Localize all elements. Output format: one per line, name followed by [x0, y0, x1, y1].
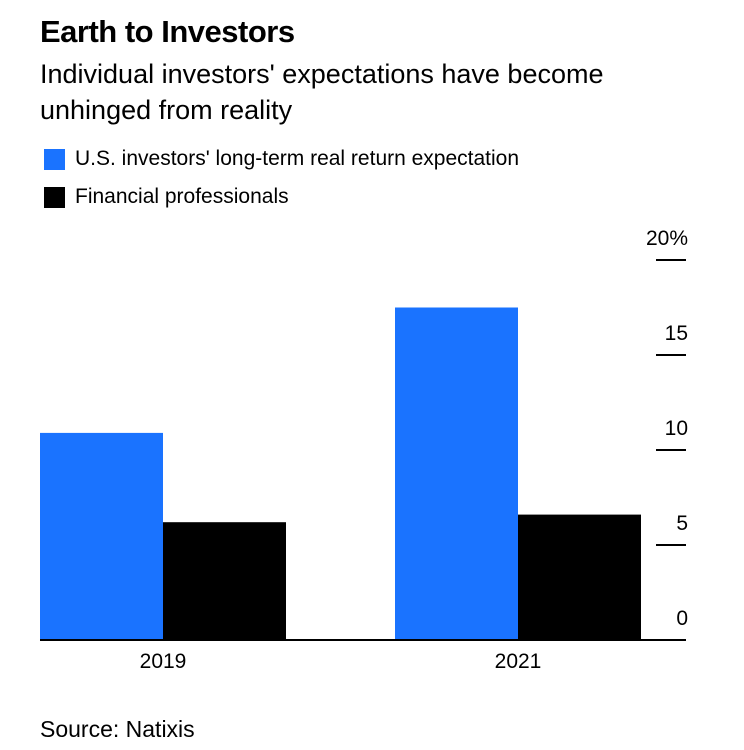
x-tick-label-2021: 2021 — [495, 650, 542, 673]
legend-swatch-blue — [44, 148, 65, 170]
legend-label-us-investors: U.S. investors' long-term real return ex… — [75, 147, 520, 170]
legend-item-us-investors: U.S. investors' long-term real return ex… — [44, 147, 519, 171]
y-tick-label: 5 — [676, 512, 688, 535]
y-tick-label: 15 — [665, 322, 688, 345]
bar-2021-series-0 — [395, 307, 518, 640]
bar-2021-series-1 — [518, 514, 641, 640]
bar-2019-series-0 — [40, 432, 163, 640]
legend-label-professionals: Financial professionals — [75, 185, 289, 208]
legend-swatch-black — [44, 186, 65, 208]
x-tick-label-2019: 2019 — [140, 650, 187, 673]
legend-item-professionals: Financial professionals — [44, 185, 289, 209]
chart-subtitle: Individual investors' expectations have … — [40, 59, 604, 125]
source-note: Source: Natixis — [40, 716, 195, 742]
bar-2019-series-1 — [163, 522, 286, 640]
y-tick-label: 20% — [646, 227, 688, 250]
chart-title: Earth to Investors — [40, 14, 295, 49]
y-tick-label: 10 — [665, 417, 688, 440]
y-tick-label: 0 — [676, 607, 688, 630]
